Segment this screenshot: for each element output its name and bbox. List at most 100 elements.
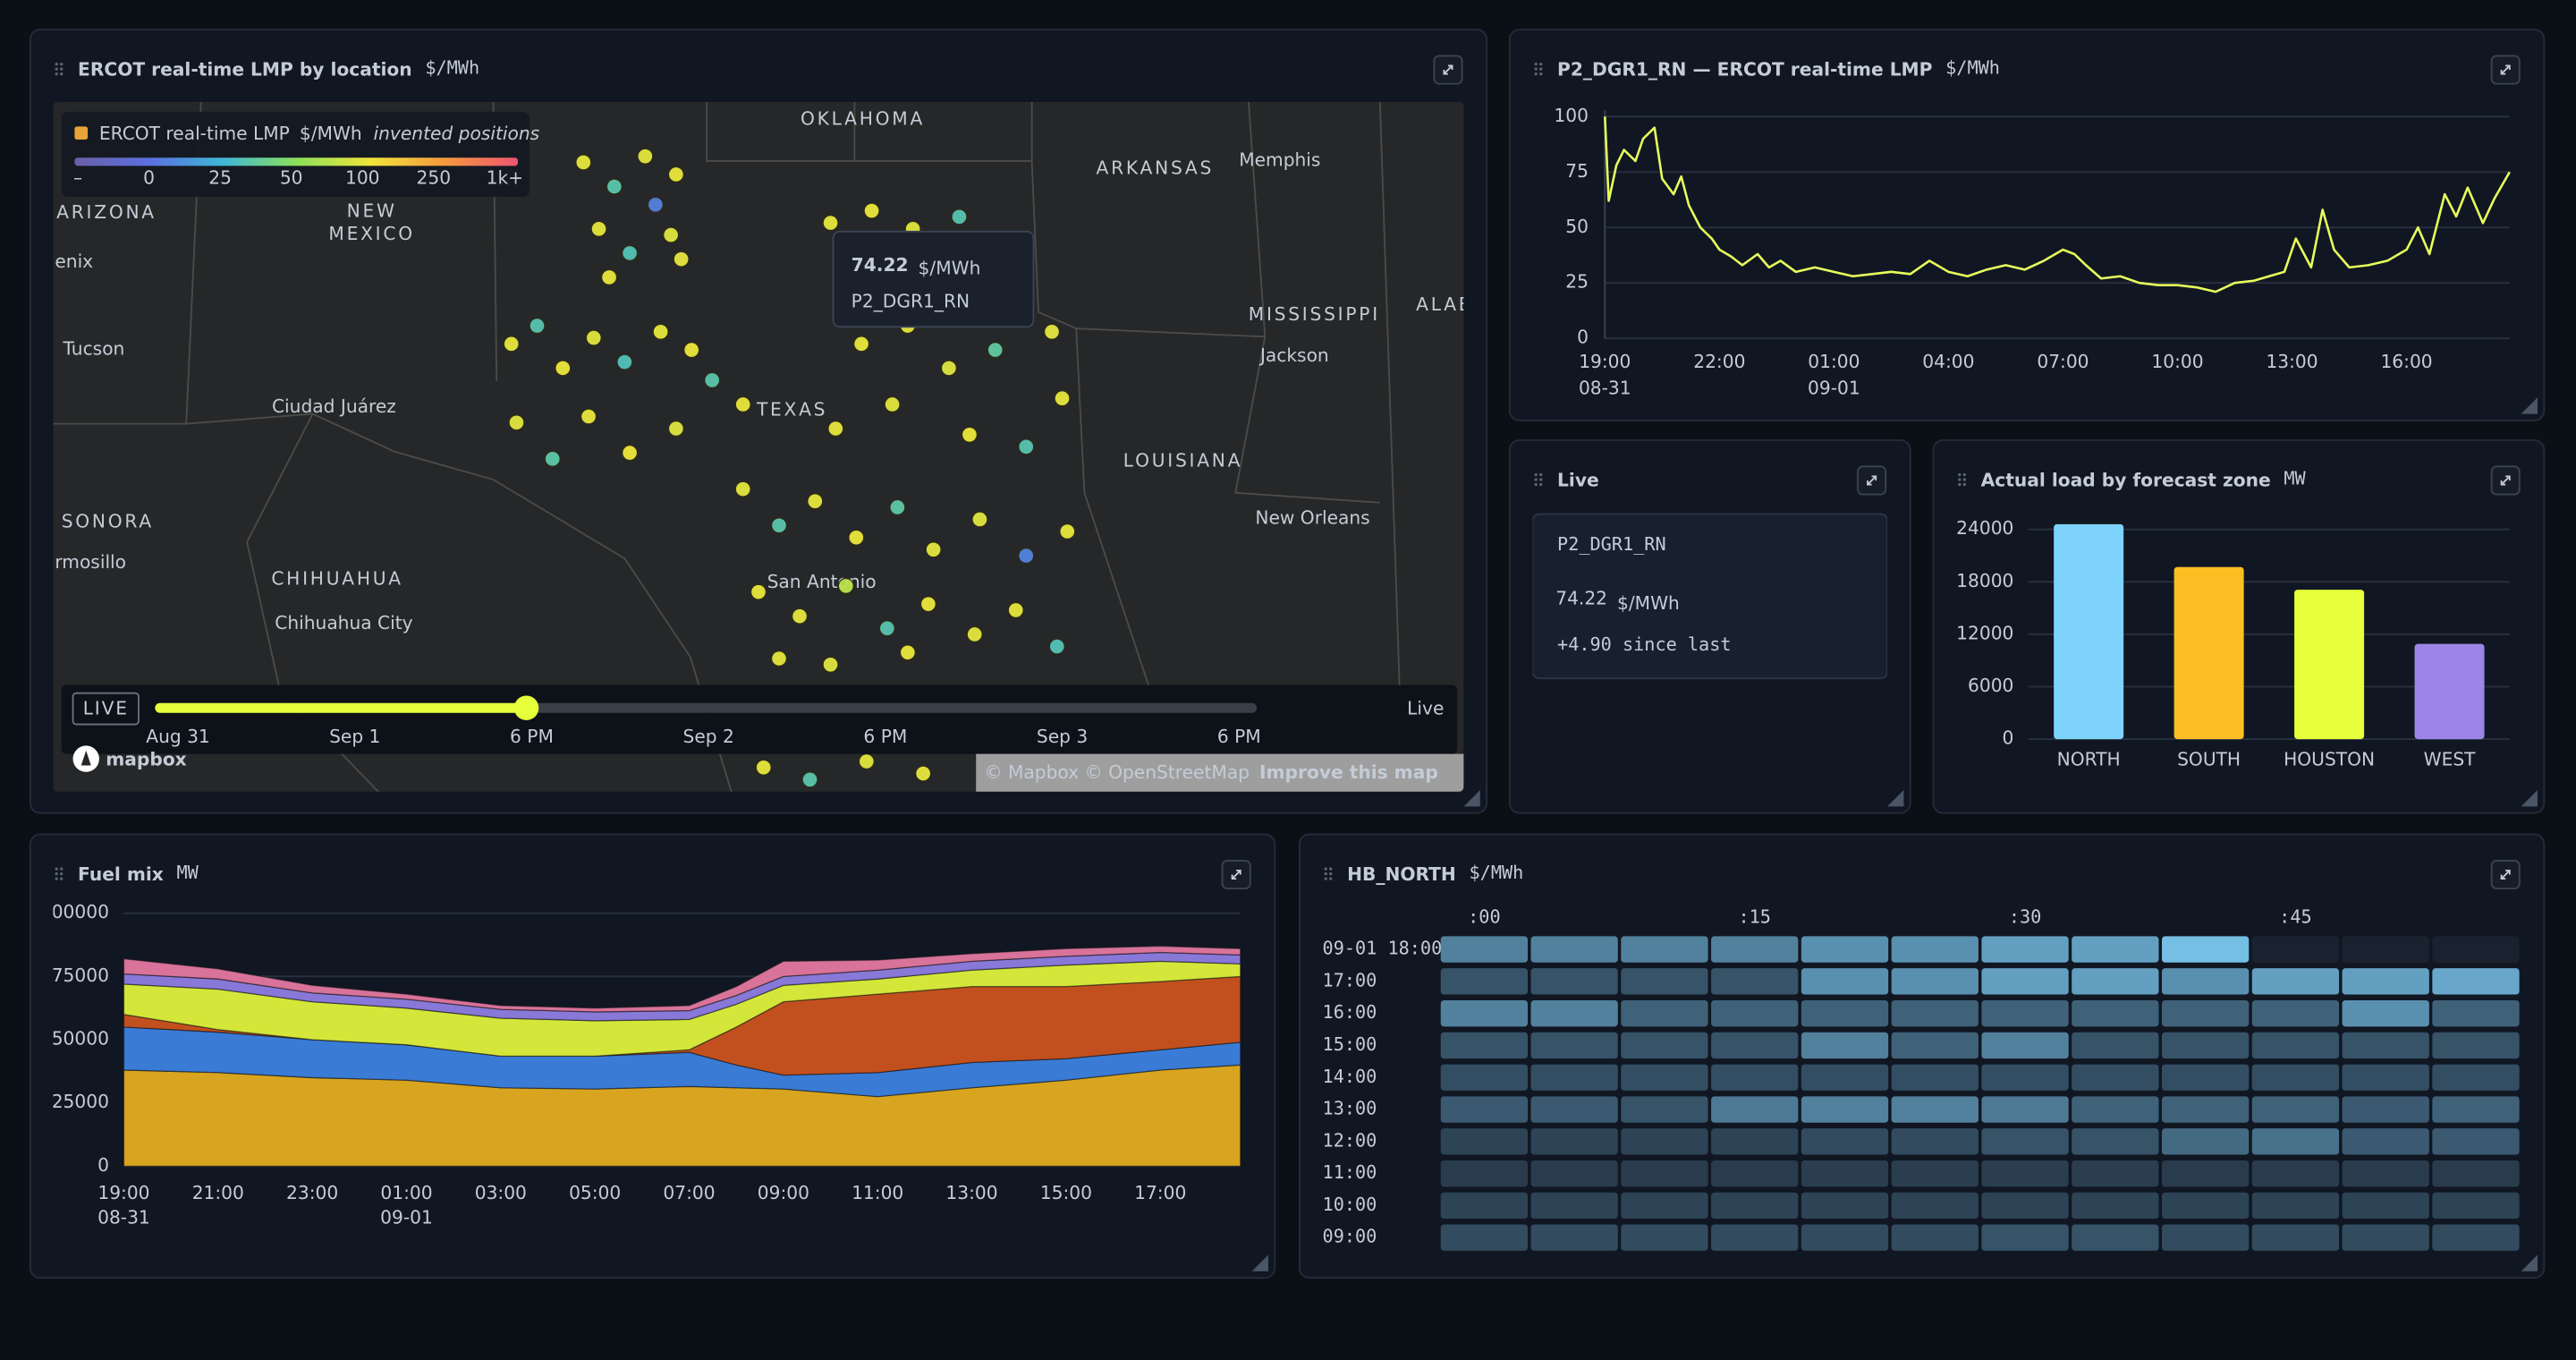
heat-cell [2072,1064,2159,1091]
x-tick-label: 10:00 [2151,351,2203,372]
panel-unit: $/MWh [425,57,479,79]
improve-link[interactable]: Improve this map [1259,761,1438,783]
heat-cell [1530,1160,1618,1187]
heat-cell [2072,1096,2159,1123]
x-tick-label: 21:00 [192,1182,244,1203]
drag-handle-dot [1958,472,1962,477]
drag-handle-dot [1324,871,1327,876]
drag-handle-dot [1534,472,1538,477]
map-city-label: Tucson [63,338,125,360]
drag-handle-dot [60,871,64,876]
panel-body: :00:15:30:45 09-01 18:00 17:00 16:00 15:00 14… [1323,906,2520,1251]
row-label: 09-01 18:00 [1323,938,1443,959]
timeline-end-label: Live [1407,698,1444,719]
panel-body: 0 25000 50000 75000 100000 19:00 21:00 23:00 01:… [40,901,1241,1228]
map-point [807,493,824,510]
row-label: 11:00 [1323,1161,1377,1183]
timeline-tick-label: 6 PM [863,726,907,747]
map-point [585,329,602,346]
x-tick-label: 05:00 [569,1182,621,1203]
heat-cell [1530,1096,1618,1123]
heat-cell [1801,999,1889,1027]
panel-title: P2_DGR1_RN — ERCOT real-time LMP [1557,58,1932,80]
panel [1508,29,2546,421]
y-tick-label: 24000 [1956,517,2013,539]
expand-button[interactable] [2490,860,2521,890]
panel-body: P2_DGR1_RN 74.22 $/MWh +4.90 since last [1532,513,1888,680]
panel-title: HB_NORTH [1347,863,1456,885]
heat-cell [1711,1128,1799,1155]
map-city-label: Memphis [1239,149,1320,170]
map-point [822,656,839,673]
heat-cell [1801,1224,1889,1251]
map-point [951,208,968,225]
map-city-label: New Orleans [1255,507,1369,529]
map-point [884,395,901,413]
x-tick-label: 19:00 [97,1182,149,1203]
column-label: :45 [2279,906,2311,928]
heat-cell [1711,1032,1799,1059]
map-point [508,414,525,431]
row-label: 10:00 [1323,1194,1377,1215]
heat-cell [1891,1192,1979,1220]
legend-ramp [74,157,519,166]
y-tick-label: 25000 [52,1091,109,1112]
expand-icon [1443,64,1453,75]
expand-button[interactable] [1433,55,1463,85]
map-city-label: San Antonio [767,571,877,592]
heat-cell [2072,999,2159,1027]
heat-cell [2432,968,2520,995]
drag-handle-dot [1958,478,1962,481]
heat-cell [1530,1128,1618,1155]
map-point [667,166,684,183]
row-label: 17:00 [1323,969,1377,990]
empty-cell [2251,936,2340,963]
map-point [580,408,597,425]
y-tick-label: 12000 [1956,622,2013,643]
expand-button[interactable] [2490,465,2521,496]
map-background [53,101,1464,792]
area-series [123,945,1241,1013]
map-city-label: enix [55,251,93,272]
row-label: 09:00 [1323,1226,1377,1247]
heat-cell [2072,1224,2159,1251]
expand-button[interactable] [1857,465,1887,496]
heat-cell [2161,1224,2250,1251]
expand-icon [1867,475,1877,486]
timeline-knob[interactable] [513,695,539,720]
x-tick-label: 19:00 [1579,351,1631,372]
y-tick-label: 100000 [40,901,109,922]
map-region-label: MEXICO [328,223,414,244]
live-value: 74.22 [1555,588,1607,609]
map-point [1059,523,1076,540]
timeline-tick-label: 6 PM [1217,726,1261,747]
heat-cell [1801,1160,1889,1187]
expand-button[interactable] [2490,55,2521,85]
row-label: 13:00 [1323,1098,1377,1119]
drag-handle-dot [1329,871,1333,876]
map-region-label: SONORA [62,510,154,531]
map-point [544,450,561,467]
x-tick-label: 15:00 [1040,1182,1092,1203]
map-point [919,596,936,613]
attribution: © Mapbox © OpenStreetMap [984,761,1250,783]
resize-corner [1251,1254,1268,1271]
heat-cell [1440,968,1529,995]
map-point [770,650,788,667]
x-tick-label: 09:00 [758,1182,809,1203]
expand-button[interactable] [1221,860,1251,890]
x-tick-label: 01:00 [1808,351,1860,372]
tooltip-name: P2_DGR1_RN [852,290,970,311]
mapbox-logo-text: mapbox [106,748,186,769]
drag-handle-dot [60,877,64,880]
map-point [770,517,788,534]
x-tick-label: 01:00 [380,1182,432,1203]
heat-cell [2161,1064,2250,1091]
map-point [925,541,942,558]
timeline-tick-label: 6 PM [510,726,554,747]
panel-title: Actual load by forecast zone [1981,469,2271,490]
heat-cell [1621,968,1708,995]
heat-cell [2251,1224,2340,1251]
map-point [889,498,906,516]
